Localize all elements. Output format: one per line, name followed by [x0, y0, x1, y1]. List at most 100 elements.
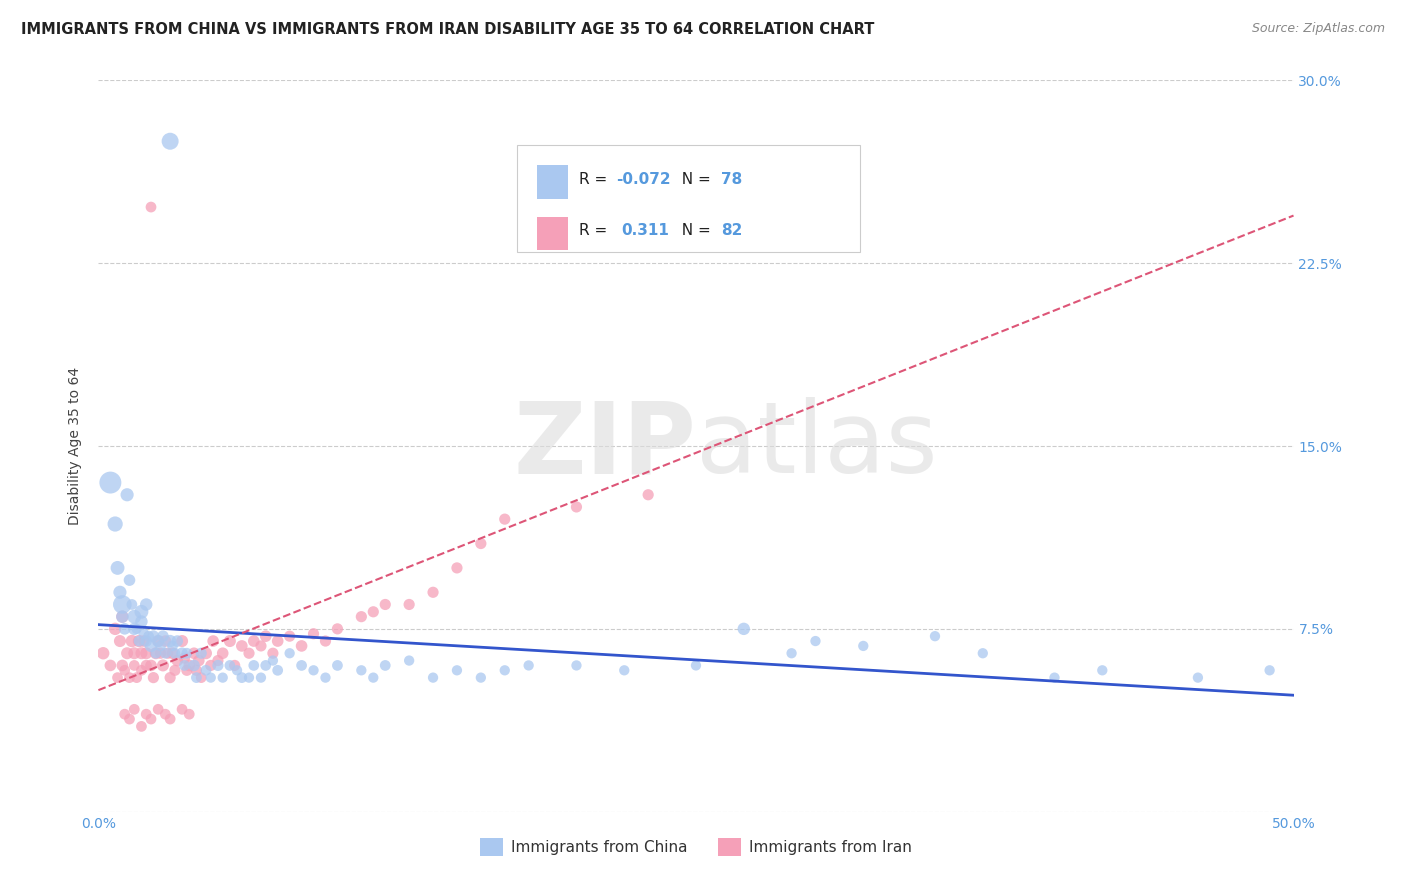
Point: [733, 622, 755, 636]
Point: [565, 658, 588, 673]
Point: [118, 573, 141, 587]
Point: [114, 707, 136, 722]
Point: [183, 646, 205, 660]
Text: ZIP: ZIP: [513, 398, 696, 494]
Point: [250, 639, 273, 653]
Point: [111, 609, 134, 624]
Point: [224, 658, 246, 673]
Point: [446, 561, 468, 575]
Point: [131, 646, 153, 660]
Point: [187, 654, 209, 668]
Text: atlas: atlas: [696, 398, 938, 494]
Point: [114, 622, 136, 636]
Point: [637, 488, 659, 502]
Point: [159, 712, 181, 726]
Point: [302, 626, 325, 640]
Point: [494, 512, 516, 526]
Point: [115, 488, 138, 502]
Point: [111, 598, 134, 612]
Point: [155, 634, 177, 648]
Point: [517, 658, 540, 673]
Point: [159, 134, 181, 148]
Point: [138, 629, 160, 643]
Point: [350, 609, 373, 624]
Point: [148, 702, 170, 716]
Point: [111, 658, 134, 673]
Point: [131, 663, 153, 677]
Point: [262, 654, 284, 668]
Point: [172, 646, 194, 660]
Text: IMMIGRANTS FROM CHINA VS IMMIGRANTS FROM IRAN DISABILITY AGE 35 TO 64 CORRELATIO: IMMIGRANTS FROM CHINA VS IMMIGRANTS FROM…: [21, 22, 875, 37]
Point: [238, 671, 260, 685]
Point: [291, 639, 314, 653]
Point: [267, 634, 290, 648]
Point: [186, 663, 208, 677]
Text: R =: R =: [579, 172, 613, 187]
Point: [709, 219, 731, 234]
Point: [211, 646, 233, 660]
Point: [107, 671, 129, 685]
Point: [107, 561, 129, 575]
Point: [163, 663, 186, 677]
Point: [131, 719, 153, 733]
Point: [121, 598, 143, 612]
Point: [852, 639, 875, 653]
Point: [200, 671, 222, 685]
Point: [326, 622, 349, 636]
Point: [166, 634, 188, 648]
Point: [173, 658, 195, 673]
Point: [139, 712, 162, 726]
Point: [179, 658, 201, 673]
Point: [132, 634, 155, 648]
Point: [186, 671, 208, 685]
Point: [135, 646, 157, 660]
Point: [195, 663, 218, 677]
Point: [124, 622, 146, 636]
Point: [104, 622, 127, 636]
Point: [1043, 671, 1066, 685]
Point: [111, 609, 134, 624]
Text: 78: 78: [721, 172, 742, 187]
Point: [1258, 663, 1281, 677]
Point: [613, 663, 636, 677]
Point: [166, 654, 188, 668]
Point: [226, 663, 249, 677]
Point: [125, 622, 148, 636]
Text: N =: N =: [672, 223, 716, 238]
Point: [91, 646, 114, 660]
Point: [326, 658, 349, 673]
Point: [128, 634, 150, 648]
Point: [114, 663, 136, 677]
Point: [363, 671, 385, 685]
Point: [98, 475, 122, 490]
Point: [804, 634, 827, 648]
Point: [149, 639, 172, 653]
Point: [211, 671, 233, 685]
Point: [278, 629, 301, 643]
Point: [124, 702, 146, 716]
Point: [145, 646, 167, 660]
Point: [302, 663, 325, 677]
Point: [172, 634, 194, 648]
Point: [315, 671, 337, 685]
Point: [135, 598, 157, 612]
Point: [98, 658, 122, 673]
Text: R =: R =: [579, 223, 617, 238]
Point: [124, 658, 146, 673]
Point: [148, 634, 170, 648]
Point: [1091, 663, 1114, 677]
Point: [350, 663, 373, 677]
Point: [172, 702, 194, 716]
Point: [162, 646, 184, 660]
Point: [195, 646, 218, 660]
Point: [278, 646, 301, 660]
Point: [152, 658, 174, 673]
Point: [163, 646, 186, 660]
Point: [565, 500, 588, 514]
Point: [494, 663, 516, 677]
Point: [243, 658, 266, 673]
Point: [446, 663, 468, 677]
Point: [118, 671, 141, 685]
Point: [152, 629, 174, 643]
Point: [398, 598, 420, 612]
